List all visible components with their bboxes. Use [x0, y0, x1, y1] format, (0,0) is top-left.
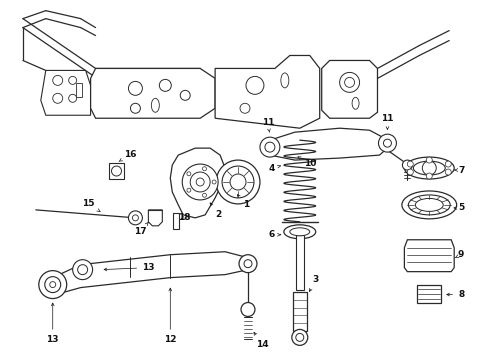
Circle shape [45, 276, 61, 293]
Circle shape [296, 333, 304, 341]
Circle shape [426, 157, 432, 163]
Circle shape [407, 161, 413, 167]
Polygon shape [91, 68, 215, 118]
Ellipse shape [352, 97, 359, 109]
Circle shape [222, 166, 254, 198]
Text: 9: 9 [455, 250, 465, 259]
Circle shape [69, 76, 76, 84]
Circle shape [77, 265, 88, 275]
Circle shape [187, 172, 191, 176]
Text: 11: 11 [262, 118, 274, 132]
Circle shape [196, 178, 204, 186]
Circle shape [159, 80, 171, 91]
Bar [75, 84, 82, 97]
Ellipse shape [284, 225, 316, 239]
Circle shape [190, 172, 210, 192]
Bar [108, 163, 124, 179]
Circle shape [216, 160, 260, 204]
Circle shape [53, 75, 63, 85]
Bar [173, 213, 179, 229]
Circle shape [340, 72, 360, 92]
Bar [296, 235, 304, 289]
Circle shape [260, 137, 280, 157]
Circle shape [112, 166, 122, 176]
Ellipse shape [408, 195, 450, 215]
Text: 14: 14 [254, 332, 268, 349]
Circle shape [202, 167, 206, 171]
Text: 3: 3 [309, 275, 319, 291]
Circle shape [265, 142, 275, 152]
Text: 12: 12 [164, 288, 176, 344]
Circle shape [407, 169, 413, 175]
Circle shape [128, 81, 143, 95]
Circle shape [240, 103, 250, 113]
Text: 15: 15 [82, 199, 100, 212]
Text: 16: 16 [119, 150, 137, 161]
Text: 13: 13 [104, 263, 155, 272]
Circle shape [239, 255, 257, 273]
Circle shape [241, 302, 255, 316]
Circle shape [244, 260, 252, 268]
Circle shape [187, 188, 191, 192]
Polygon shape [322, 60, 377, 118]
Polygon shape [148, 210, 162, 226]
Circle shape [39, 271, 67, 298]
Circle shape [426, 173, 432, 179]
Circle shape [69, 94, 76, 102]
Circle shape [422, 161, 436, 175]
Circle shape [180, 90, 190, 100]
Circle shape [384, 139, 392, 147]
Ellipse shape [414, 161, 445, 175]
Polygon shape [404, 240, 454, 272]
Circle shape [292, 329, 308, 345]
Circle shape [378, 134, 396, 152]
Polygon shape [41, 71, 91, 115]
Circle shape [202, 193, 206, 197]
Ellipse shape [290, 228, 310, 236]
Circle shape [53, 93, 63, 103]
Circle shape [132, 215, 138, 221]
Circle shape [344, 77, 355, 87]
Ellipse shape [404, 157, 454, 179]
Text: 8: 8 [447, 290, 465, 299]
Polygon shape [270, 128, 388, 160]
Bar [417, 285, 441, 302]
Text: 13: 13 [47, 303, 59, 344]
Circle shape [128, 211, 143, 225]
Circle shape [212, 180, 216, 184]
Polygon shape [215, 55, 319, 128]
Text: 5: 5 [454, 203, 465, 212]
Ellipse shape [281, 73, 289, 88]
Bar [293, 292, 307, 332]
Circle shape [50, 282, 56, 288]
Ellipse shape [151, 98, 159, 112]
Ellipse shape [416, 198, 443, 211]
Polygon shape [171, 148, 225, 218]
Polygon shape [43, 252, 248, 294]
Text: 1: 1 [237, 195, 249, 210]
Circle shape [230, 174, 246, 190]
Circle shape [130, 103, 141, 113]
Text: 18: 18 [178, 213, 191, 222]
Text: 17: 17 [134, 222, 148, 236]
Text: 6: 6 [269, 230, 281, 239]
Text: 4: 4 [269, 163, 281, 172]
Text: 7: 7 [455, 166, 465, 175]
Circle shape [73, 260, 93, 280]
Text: 10: 10 [298, 157, 316, 167]
Text: 11: 11 [381, 114, 393, 129]
Circle shape [445, 161, 451, 167]
Circle shape [402, 160, 413, 170]
Ellipse shape [402, 191, 457, 219]
Text: 2: 2 [210, 203, 221, 219]
Circle shape [182, 164, 218, 200]
Circle shape [445, 169, 451, 175]
Circle shape [246, 76, 264, 94]
